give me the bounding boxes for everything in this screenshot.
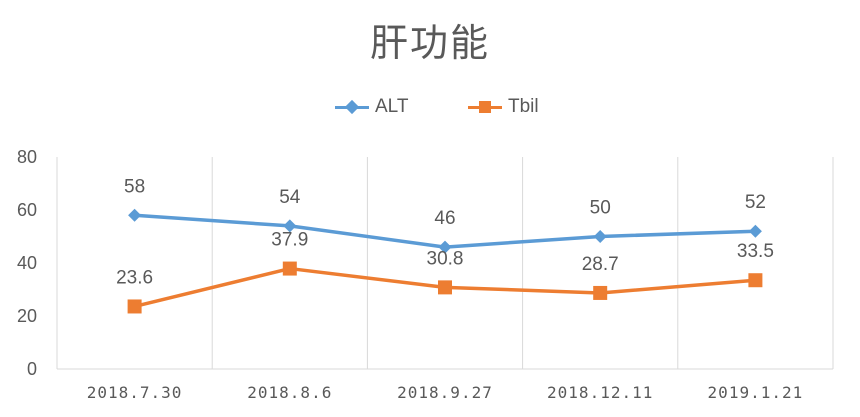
x-tick-label: 2018.12.11 <box>547 383 653 402</box>
legend: ALT Tbil <box>0 94 860 120</box>
data-label-tbil: 30.8 <box>427 248 464 269</box>
data-label-tbil: 33.5 <box>737 241 774 262</box>
data-label-alt: 58 <box>124 176 145 197</box>
data-label-alt: 46 <box>434 208 455 229</box>
data-point-alt <box>283 219 297 233</box>
data-label-tbil: 28.7 <box>582 254 619 275</box>
data-label-tbil: 37.9 <box>271 230 308 251</box>
y-tick-label: 40 <box>17 253 37 273</box>
legend-item-alt: ALT <box>335 94 430 120</box>
x-tick-label: 2018.7.30 <box>87 383 183 402</box>
data-label-alt: 50 <box>590 198 611 219</box>
data-point-tbil <box>748 273 763 288</box>
square-icon <box>479 101 491 113</box>
y-tick-label: 80 <box>17 147 37 167</box>
legend-label-tbil: Tbil <box>508 96 539 117</box>
data-point-tbil <box>593 285 608 300</box>
x-tick-label: 2019.1.21 <box>708 383 804 402</box>
legend-label-alt: ALT <box>375 96 409 117</box>
data-point-tbil <box>127 299 142 314</box>
data-point-alt <box>438 240 452 254</box>
data-point-alt <box>128 208 142 222</box>
x-tick-label: 2018.9.27 <box>397 383 493 402</box>
data-point-tbil <box>438 280 452 295</box>
data-point-tbil <box>282 261 297 276</box>
legend-item-tbil: Tbil <box>468 94 568 120</box>
x-tick-label: 2018.8.6 <box>247 383 332 402</box>
y-tick-label: 60 <box>17 200 37 220</box>
data-point-alt <box>748 224 762 238</box>
y-tick-label: 0 <box>27 359 37 379</box>
data-point-alt <box>593 230 607 243</box>
data-label-alt: 52 <box>745 192 766 213</box>
chart-title: 肝功能 <box>369 21 490 65</box>
y-tick-label: 20 <box>17 306 37 326</box>
data-label-alt: 54 <box>279 187 301 208</box>
data-label-tbil: 23.6 <box>116 267 153 288</box>
